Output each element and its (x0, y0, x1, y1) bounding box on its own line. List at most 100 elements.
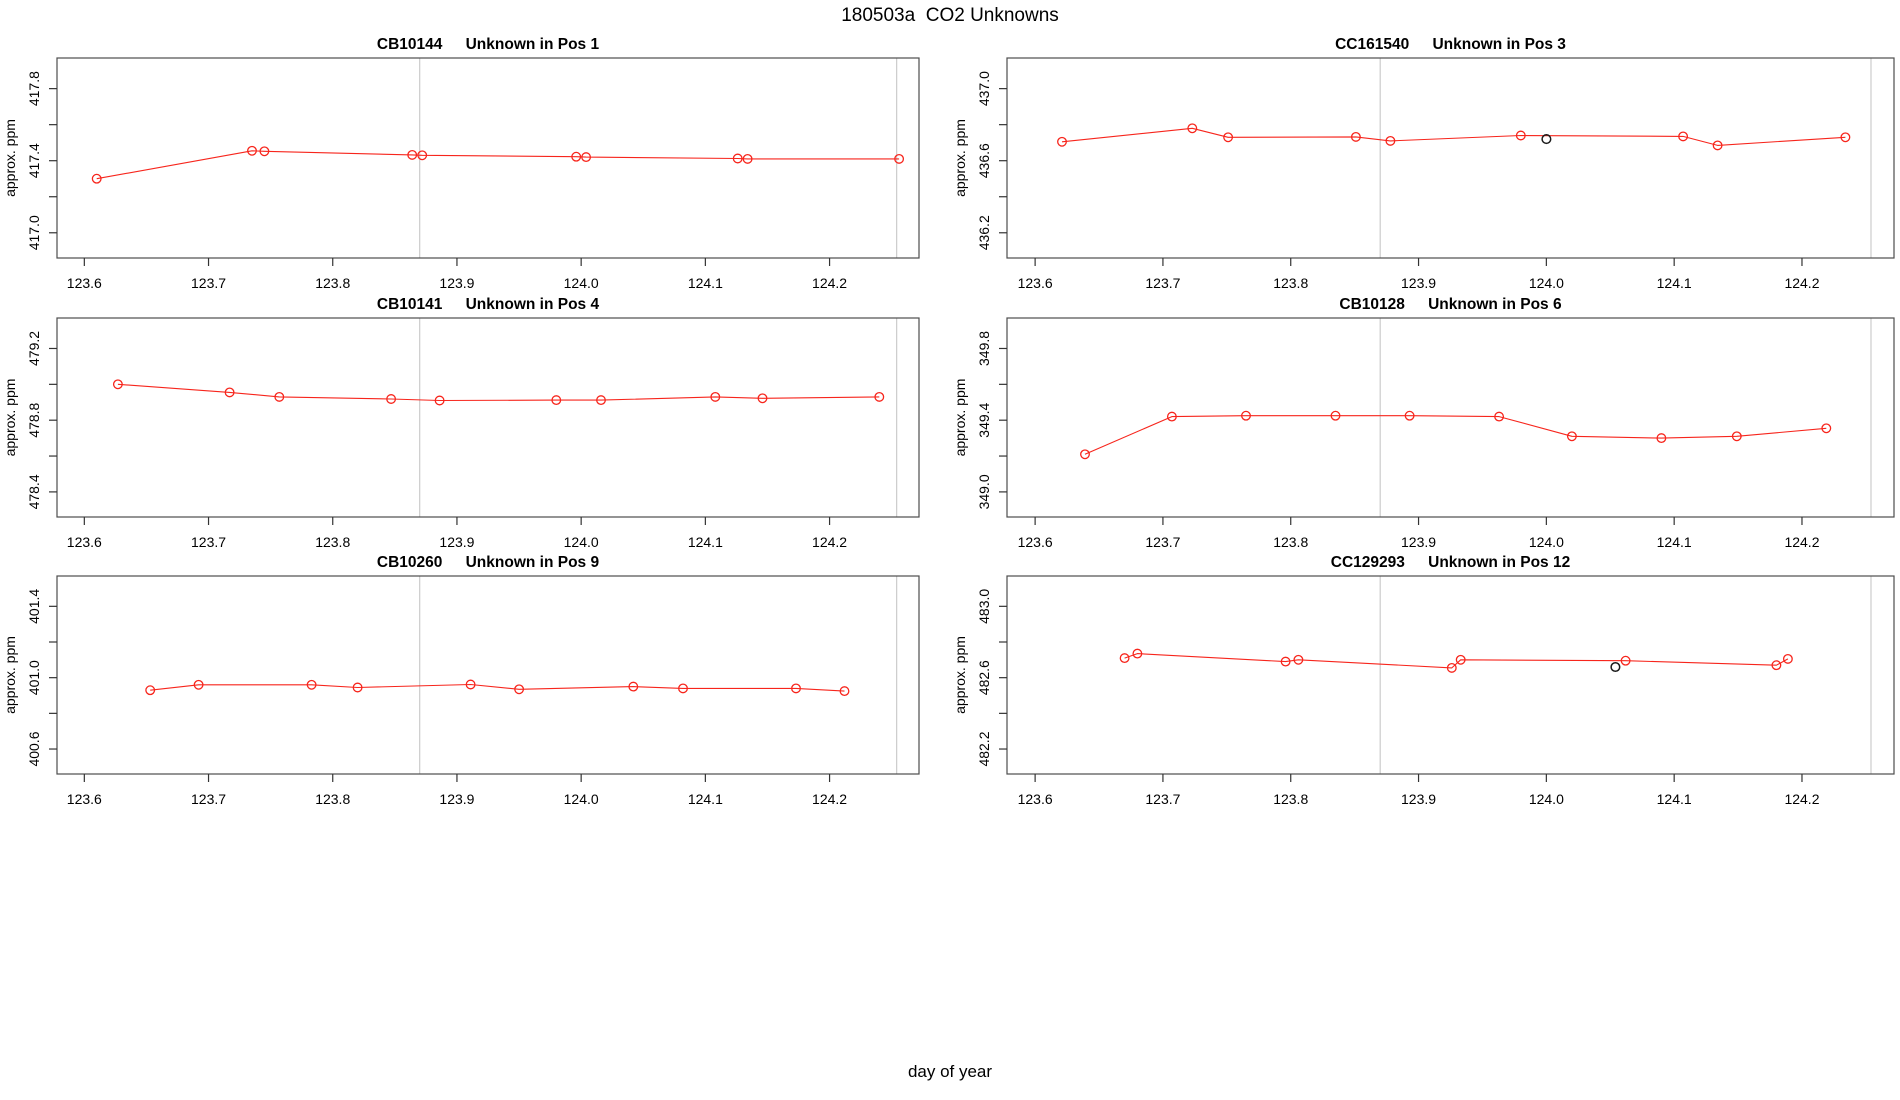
data-point (894, 153, 905, 164)
x-tick-label: 124.0 (564, 791, 599, 807)
data-point (1494, 411, 1505, 422)
y-tick-label: 349.0 (976, 474, 992, 509)
data-point (742, 153, 753, 164)
subplot-title: CB10260 Unknown in Pos 9 (377, 554, 600, 571)
y-tick-label: 349.4 (976, 402, 992, 437)
y-tick-label: 417.0 (26, 215, 42, 250)
subplot-cb10128: 123.6 123.7 123.8 123.9 124.0 124.1 124.2 349.0… (952, 296, 1895, 550)
plot-frame (56, 317, 920, 518)
x-tick-label: 124.2 (812, 534, 847, 550)
y-axis-label: approx. ppm (952, 119, 968, 197)
data-point (434, 395, 445, 406)
data-point (874, 391, 885, 402)
data-point (224, 387, 235, 398)
data-point (1712, 140, 1723, 151)
series-line (1084, 415, 1827, 455)
x-tick-label: 123.9 (1401, 275, 1436, 291)
x-tick-label: 124.1 (688, 791, 723, 807)
y-tick-label: 478.8 (26, 402, 42, 437)
x-tick-label: 124.1 (688, 275, 723, 291)
x-tick-label: 123.8 (1273, 534, 1308, 550)
subplot-title: CB10128 Unknown in Pos 6 (1339, 296, 1562, 313)
x-tick-label: 123.7 (1145, 791, 1180, 807)
subplot-cc161540: 123.6 123.7 123.8 123.9 124.0 124.1 124.2 436.2… (952, 36, 1895, 291)
x-tick-label: 123.8 (315, 534, 350, 550)
subplot-title: CB10141 Unknown in Pos 4 (377, 296, 600, 313)
data-point (1656, 433, 1667, 444)
data-point (1821, 423, 1832, 434)
data-point (1119, 653, 1130, 664)
page-title: 180503a CO2 Unknowns (841, 5, 1059, 26)
plot-frame (1006, 575, 1895, 775)
data-point (1566, 431, 1577, 442)
data-point (678, 683, 688, 694)
y-tick-label: 483.0 (976, 589, 992, 624)
x-tick-label: 123.9 (1401, 534, 1436, 550)
data-point (1080, 449, 1090, 460)
x-tick-label: 123.8 (315, 791, 350, 807)
data-point (1330, 410, 1341, 421)
x-tick-label: 123.7 (191, 534, 226, 550)
y-tick-label: 400.6 (26, 731, 42, 766)
data-point (1057, 136, 1067, 147)
data-point (1515, 130, 1526, 141)
y-tick-label: 482.6 (976, 660, 992, 695)
x-tick-label: 124.0 (1529, 534, 1564, 550)
data-point (417, 150, 428, 161)
data-point (1455, 654, 1466, 665)
data-point (1731, 431, 1742, 442)
x-tick-label: 123.6 (1018, 275, 1053, 291)
x-tick-label: 124.2 (1784, 275, 1819, 291)
x-tick-label: 124.2 (812, 791, 847, 807)
data-point (1166, 411, 1177, 422)
y-tick-label: 436.2 (976, 215, 992, 250)
x-tick-label: 123.9 (1401, 791, 1436, 807)
x-tick-label: 124.2 (812, 275, 847, 291)
x-tick-label: 123.8 (1273, 275, 1308, 291)
y-axis-label: approx. ppm (952, 636, 968, 714)
data-point (386, 394, 397, 404)
data-point (839, 686, 850, 697)
y-tick-label: 436.6 (976, 143, 992, 178)
data-point (1280, 656, 1291, 667)
outlier-point (1610, 661, 1621, 673)
subplot-title: CB10144 Unknown in Pos 1 (377, 36, 600, 53)
data-point (757, 393, 768, 404)
data-point (306, 679, 317, 690)
x-tick-label: 123.9 (439, 791, 474, 807)
data-point (1771, 660, 1782, 671)
data-point (628, 681, 639, 692)
x-tick-label: 124.1 (688, 534, 723, 550)
y-tick-label: 417.4 (26, 143, 42, 178)
x-tick-label: 124.2 (1784, 534, 1819, 550)
x-tick-label: 123.7 (191, 791, 226, 807)
data-point (1350, 131, 1361, 142)
series-line (117, 383, 880, 402)
data-point (1241, 410, 1251, 421)
data-point (259, 146, 270, 157)
x-tick-label: 124.1 (1657, 275, 1692, 291)
y-tick-label: 401.4 (26, 589, 42, 624)
x-tick-label: 124.1 (1657, 534, 1692, 550)
y-axis-label: approx. ppm (2, 379, 18, 457)
subplot-cb10141: 123.6 123.7 123.8 123.9 124.0 124.1 124.2 478.4… (2, 296, 920, 550)
y-axis-label: approx. ppm (952, 379, 968, 457)
data-point (791, 683, 801, 694)
x-tick-label: 123.8 (1273, 791, 1308, 807)
plot-frame (1006, 317, 1895, 518)
data-point (1446, 662, 1457, 673)
series-line (96, 150, 900, 180)
data-point (112, 379, 123, 390)
x-tick-label: 124.0 (564, 534, 599, 550)
x-axis-title: day of year (907, 1062, 993, 1081)
x-tick-label: 124.2 (1784, 791, 1819, 807)
y-tick-label: 349.8 (976, 331, 992, 366)
data-point (1404, 410, 1415, 421)
data-point (581, 152, 592, 163)
data-point (571, 151, 582, 162)
data-point (732, 153, 743, 164)
x-tick-label: 123.6 (1018, 534, 1053, 550)
data-point (91, 173, 102, 184)
data-point (465, 679, 476, 690)
